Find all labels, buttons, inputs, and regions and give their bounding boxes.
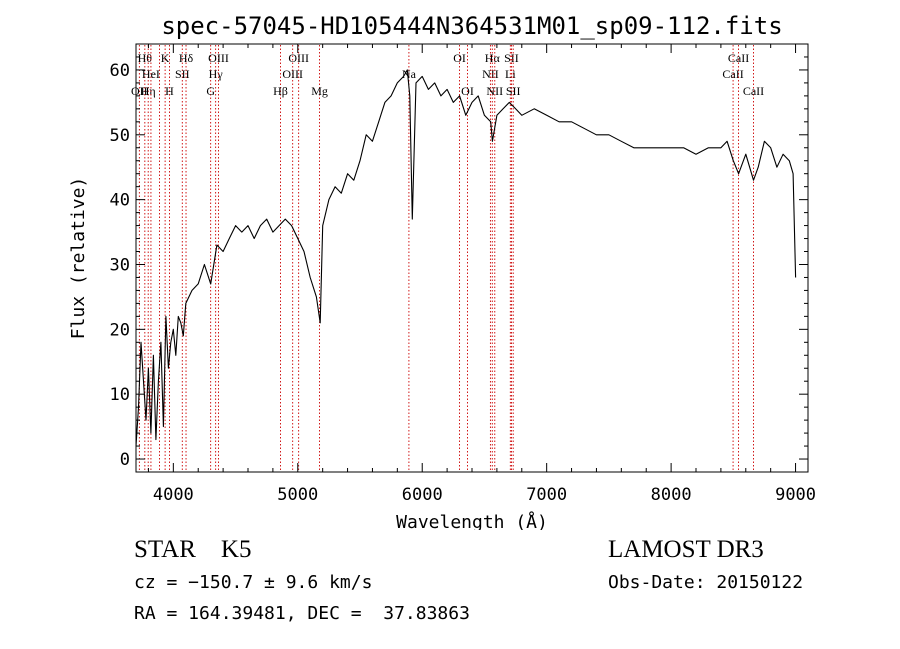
object-class: STAR K5 (134, 536, 252, 563)
line-label-27: CaII (743, 84, 764, 98)
line-label-17: OI (453, 51, 466, 65)
plot-frame (135, 43, 809, 473)
redshift-line: cz = −150.7 ± 9.6 km/s (134, 572, 373, 593)
line-label-22: Li (505, 67, 516, 81)
line-label-24: SII (506, 84, 521, 98)
line-label-18: OI (461, 84, 474, 98)
line-label-0: OII (131, 84, 148, 98)
line-label-8: Hδ (179, 51, 194, 65)
y-tick-label-2: 20 (110, 320, 130, 340)
line-label-11: OIII (208, 51, 229, 65)
line-label-3: HeI (142, 67, 160, 81)
coordinates-line: RA = 164.39481, DEC = 37.83863 (134, 603, 470, 624)
line-label-5: K (161, 51, 170, 65)
spectrum-chart: spec-57045-HD105444N364531M01_sp09-112.f… (68, 12, 816, 530)
line-label-12: Hβ (273, 84, 288, 98)
line-label-23: SII (504, 51, 519, 65)
line-label-15: Mg (311, 84, 328, 98)
x-tick-label-2: 6000 (402, 485, 443, 505)
x-tick-label-3: 7000 (526, 485, 567, 505)
line-label-14: OIII (288, 51, 309, 65)
line-label-16: Na (402, 67, 417, 81)
y-tick-label-6: 60 (110, 61, 130, 81)
obs-date-line: Obs-Date: 20150122 (608, 572, 804, 593)
spectral-line-markers: OIIHθHηHeIKHSIIHδGHγOIIIHβOIIIOIIIMgNaOI… (131, 45, 764, 471)
x-tick-label-4: 8000 (651, 485, 692, 505)
line-label-2: Hη (141, 84, 156, 98)
x-tick-label-0: 4000 (153, 485, 194, 505)
survey-label: LAMOST DR3 (608, 536, 764, 563)
line-label-9: G (206, 84, 215, 98)
line-label-7: SII (175, 67, 190, 81)
chart-title: spec-57045-HD105444N364531M01_sp09-112.f… (161, 12, 782, 40)
y-axis-label: Flux (relative) (68, 177, 89, 340)
line-label-1: Hθ (138, 51, 153, 65)
x-tick-label-5: 9000 (775, 485, 816, 505)
line-label-13: OIII (282, 67, 303, 81)
y-tick-label-4: 40 (110, 191, 130, 211)
line-label-19: NII (482, 67, 499, 81)
y-tick-label-5: 50 (110, 126, 130, 146)
y-tick-label-0: 0 (120, 450, 130, 470)
series-layer (135, 69, 797, 447)
series-flux-line (135, 69, 797, 447)
line-label-26: CaII (728, 51, 749, 65)
line-label-10: Hγ (209, 67, 224, 81)
x-axis-label: Wavelength (Å) (396, 511, 548, 530)
y-tick-label-3: 30 (110, 255, 130, 275)
y-tick-label-1: 10 (110, 385, 130, 405)
line-label-6: H (165, 84, 174, 98)
x-tick-label-1: 5000 (277, 485, 318, 505)
line-label-20: Hα (485, 51, 501, 65)
x-axis: 4000 5000 6000 7000 8000 9000 (147, 44, 816, 505)
line-label-21: NII (486, 84, 503, 98)
y-axis: 0 10 20 30 40 50 60 (110, 56, 808, 470)
line-label-25: CaII (722, 67, 743, 81)
